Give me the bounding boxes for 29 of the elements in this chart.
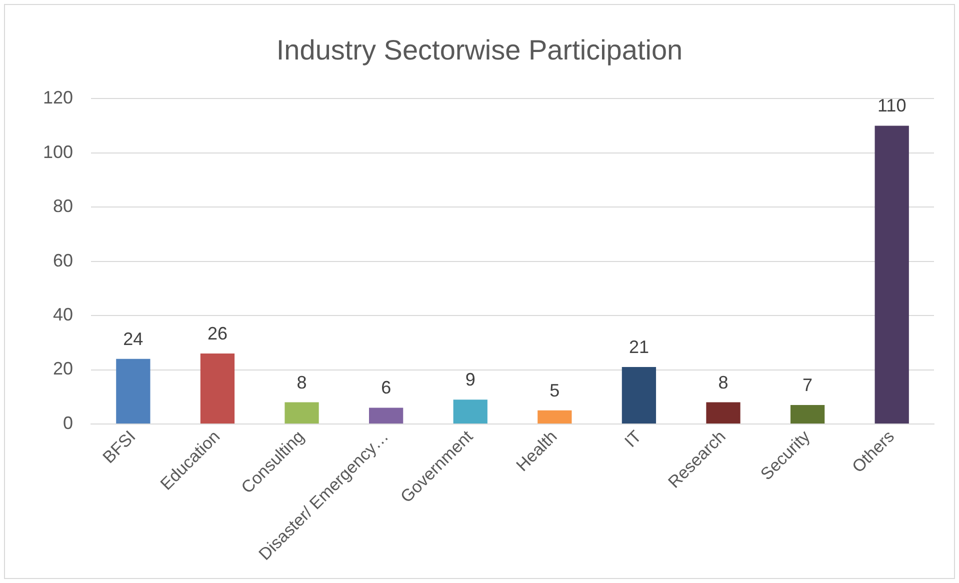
bar (874, 126, 909, 424)
bar (284, 402, 319, 424)
bar (369, 408, 404, 424)
y-tick-label: 60 (53, 250, 74, 270)
data-label: 24 (123, 328, 144, 349)
y-tick-label: 80 (53, 196, 74, 216)
y-tick-label: 0 (63, 412, 74, 433)
bar (200, 353, 235, 424)
y-tick-label: 20 (53, 358, 74, 379)
bar (622, 367, 656, 424)
bar (116, 358, 150, 424)
x-tick-label: IT (620, 426, 646, 452)
data-label: 5 (550, 380, 560, 400)
data-label: 8 (296, 372, 307, 392)
chart-title: Industry Sectorwise Participation (276, 34, 683, 66)
bar (453, 400, 488, 424)
y-tick-label: 100 (42, 142, 74, 162)
data-label: 26 (207, 323, 228, 344)
data-label: 110 (878, 96, 906, 116)
y-tick-label: 120 (42, 88, 74, 108)
bar (538, 410, 572, 424)
data-label: 9 (465, 370, 476, 390)
data-label: 7 (802, 374, 813, 395)
bar (790, 405, 825, 424)
data-label: 21 (628, 337, 649, 358)
y-tick-label: 40 (53, 304, 74, 324)
data-label: 8 (718, 372, 728, 392)
bar (706, 402, 740, 424)
data-label: 6 (381, 378, 392, 398)
